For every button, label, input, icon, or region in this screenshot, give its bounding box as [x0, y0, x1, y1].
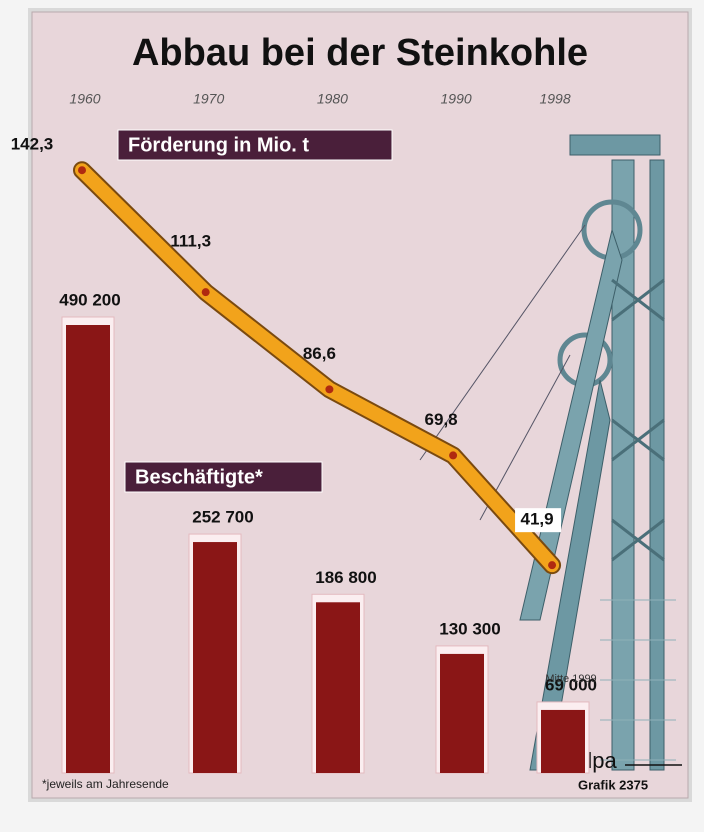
bar-value-label: 252 700 — [192, 508, 253, 527]
chart-title: Abbau bei der Steinkohle — [132, 32, 588, 74]
x-tick-label: 1960 — [69, 91, 100, 107]
bar — [440, 653, 484, 773]
bar-value-label: 186 800 — [315, 568, 376, 587]
legend-box — [124, 461, 323, 493]
x-tick-label: 1980 — [317, 91, 348, 107]
tower — [419, 134, 676, 771]
annotation: Mitte 1999 — [545, 673, 596, 685]
credit: Grafik 2375 — [578, 777, 648, 792]
line-value-label: 86,6 — [303, 344, 336, 363]
line-point — [325, 385, 334, 394]
x-tick-label: 1998 — [539, 91, 570, 107]
legend-box — [117, 129, 393, 161]
legend-label: Beschäftigte* — [135, 466, 263, 488]
label-box — [515, 508, 562, 533]
x-tick-label: 1990 — [441, 91, 472, 107]
bar-value-label: 490 200 — [59, 290, 120, 309]
bar-value-label: 130 300 — [439, 619, 500, 638]
footnote: *jeweils am Jahresende — [42, 777, 169, 791]
bar-value-label: 69 000 — [545, 675, 597, 694]
bar — [193, 542, 237, 773]
line-point — [201, 288, 210, 297]
line-point — [548, 561, 557, 570]
bar — [541, 709, 585, 773]
line-point — [449, 451, 458, 460]
legend-label: Förderung in Mio. t — [128, 134, 309, 156]
bar — [316, 602, 360, 773]
line-value-label: 41,9 — [521, 510, 554, 529]
line-value-label: 142,3 — [11, 135, 54, 154]
line-point — [78, 166, 86, 175]
bar — [66, 325, 110, 773]
line-value-label: 69,8 — [425, 410, 458, 429]
x-tick-label: 1970 — [193, 91, 224, 107]
line-value-label: 111,3 — [170, 232, 211, 251]
